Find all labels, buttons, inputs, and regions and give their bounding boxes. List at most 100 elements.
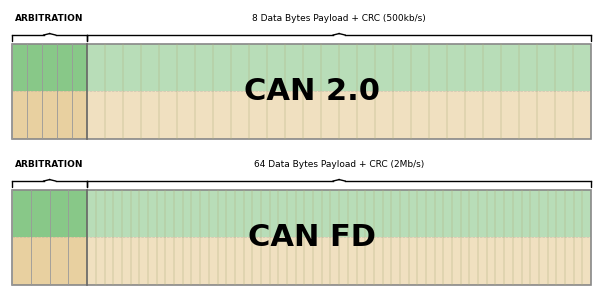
Bar [287,190,296,237]
Bar [218,190,226,237]
Bar [96,237,104,285]
Bar [27,91,42,139]
Bar [504,190,513,237]
Bar [183,190,191,237]
Bar [31,237,50,285]
Bar [105,91,123,139]
Bar [231,44,249,91]
Bar [218,237,226,285]
Bar [539,237,548,285]
Bar [159,91,177,139]
Bar [131,190,139,237]
Bar [375,91,393,139]
Bar [555,91,573,139]
Bar [357,91,375,139]
Bar [87,190,96,237]
Bar [304,190,313,237]
Bar [105,44,123,91]
Bar [303,44,321,91]
Bar [139,237,148,285]
Bar [501,44,519,91]
Bar [443,190,452,237]
Bar [174,237,183,285]
Bar [583,190,591,237]
Bar [530,237,539,285]
Bar [339,91,357,139]
Bar [465,44,483,91]
Bar [411,91,429,139]
Bar [209,190,218,237]
Bar [555,44,573,91]
Bar [496,190,504,237]
Bar [87,44,105,91]
Bar [548,190,556,237]
Bar [148,237,157,285]
Bar [426,190,434,237]
Bar [104,190,113,237]
Bar [12,190,31,237]
Bar [411,44,429,91]
Bar [285,44,303,91]
Bar [383,190,391,237]
Bar [375,44,393,91]
Bar [365,237,374,285]
Bar [269,190,278,237]
Bar [556,237,565,285]
Bar [72,44,87,91]
Bar [565,237,574,285]
Bar [244,190,252,237]
Text: CAN 2.0: CAN 2.0 [244,77,380,106]
Bar [261,237,269,285]
Bar [278,237,287,285]
Bar [513,190,521,237]
Text: ARBITRATION: ARBITRATION [16,14,84,23]
Bar [200,237,209,285]
Bar [148,190,157,237]
Bar [123,91,141,139]
Bar [87,237,96,285]
Bar [12,190,591,285]
Bar [339,190,348,237]
Bar [195,91,213,139]
Bar [339,44,357,91]
Bar [478,190,487,237]
Bar [122,190,131,237]
Bar [267,44,285,91]
Bar [321,91,339,139]
Bar [68,237,87,285]
Bar [537,44,555,91]
Bar [429,91,447,139]
Bar [573,44,591,91]
Bar [313,237,322,285]
Bar [530,190,539,237]
Bar [68,190,87,237]
Bar [400,237,409,285]
Bar [539,190,548,237]
Bar [296,190,304,237]
Bar [139,190,148,237]
Bar [519,91,537,139]
Bar [418,237,426,285]
Bar [57,91,72,139]
Bar [131,237,139,285]
Bar [565,190,574,237]
Bar [159,44,177,91]
Bar [548,237,556,285]
Bar [87,91,105,139]
Bar [356,237,365,285]
Bar [374,237,383,285]
Bar [393,44,411,91]
Bar [96,190,104,237]
Bar [200,190,209,237]
Bar [174,190,183,237]
Bar [166,190,174,237]
Bar [504,237,513,285]
Bar [556,190,565,237]
Bar [123,44,141,91]
Bar [166,237,174,285]
Bar [322,190,331,237]
Bar [400,190,409,237]
Bar [409,190,418,237]
Bar [487,190,496,237]
Bar [496,237,504,285]
